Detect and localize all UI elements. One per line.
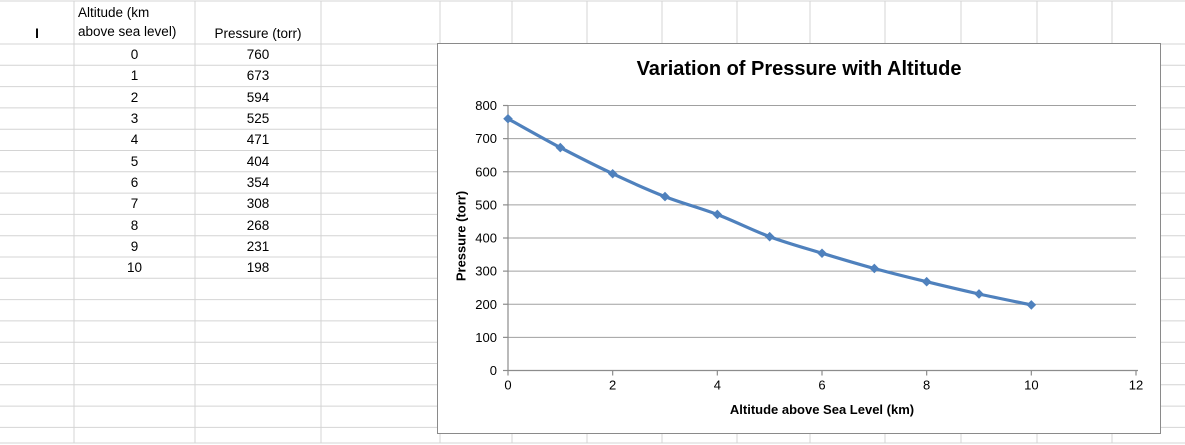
data-point-marker[interactable] xyxy=(921,276,932,287)
data-point-marker[interactable] xyxy=(660,191,670,202)
pressure-series-line[interactable] xyxy=(506,117,1033,307)
table-cell[interactable]: 673 xyxy=(246,68,270,84)
y-axis-title: Pressure (torr) xyxy=(453,190,469,282)
table-cell[interactable]: 471 xyxy=(246,132,270,148)
table-cell[interactable]: 760 xyxy=(246,47,270,63)
svg-text:800: 800 xyxy=(475,98,497,113)
table-cell[interactable]: 8 xyxy=(130,217,139,233)
table-cell[interactable]: 404 xyxy=(246,153,270,169)
table-cell[interactable]: 5 xyxy=(130,153,139,169)
svg-text:400: 400 xyxy=(475,231,497,246)
table-cell[interactable]: 7 xyxy=(130,196,139,212)
chart-canvas: 0 100 200 300 400 500 600 700 800 0 2 4 6 8 10 12 xyxy=(475,98,1143,393)
data-point-marker[interactable] xyxy=(712,209,723,220)
table-cell[interactable]: 231 xyxy=(246,238,270,254)
data-point-marker[interactable] xyxy=(1026,300,1037,310)
svg-text:500: 500 xyxy=(475,197,497,212)
chart[interactable]: Variation of Pressure with Altitude Pres… xyxy=(437,43,1161,434)
table-header-altitude[interactable]: Altitude (km above sea level) xyxy=(78,5,177,39)
table-header-pressure[interactable]: Pressure (torr) xyxy=(214,25,302,41)
svg-text:0: 0 xyxy=(504,378,511,393)
table-cell[interactable]: 2 xyxy=(130,89,139,105)
table-cell[interactable]: 3 xyxy=(130,111,139,127)
data-point-marker[interactable] xyxy=(555,142,566,153)
table-cell[interactable]: 4 xyxy=(130,132,139,148)
table-cell[interactable]: 6 xyxy=(130,174,139,190)
svg-text:4: 4 xyxy=(714,378,721,393)
svg-text:600: 600 xyxy=(475,164,497,179)
table-cell[interactable]: 10 xyxy=(126,260,143,276)
chart-title: Variation of Pressure with Altitude xyxy=(636,58,962,80)
svg-text:6: 6 xyxy=(818,378,825,393)
table-cell[interactable]: 594 xyxy=(246,89,270,105)
svg-text:200: 200 xyxy=(475,297,497,312)
svg-text:2: 2 xyxy=(609,378,616,393)
table-cell[interactable]: 354 xyxy=(246,174,270,190)
svg-text:8: 8 xyxy=(923,378,930,393)
table-cell[interactable]: 525 xyxy=(246,111,270,127)
svg-text:700: 700 xyxy=(475,131,497,146)
data-point-marker[interactable] xyxy=(869,263,880,274)
data-point-marker[interactable] xyxy=(764,231,775,242)
data-point-marker[interactable] xyxy=(974,289,984,299)
data-point-marker[interactable] xyxy=(817,248,827,259)
table-cell[interactable]: 1 xyxy=(130,68,139,84)
table-cell[interactable]: 9 xyxy=(130,238,139,254)
table-cell[interactable]: 308 xyxy=(246,196,270,212)
x-axis-title: Altitude above Sea Level (km) xyxy=(729,402,915,417)
data-point-marker[interactable] xyxy=(503,113,513,124)
table-cell[interactable]: 0 xyxy=(130,47,139,63)
data-point-marker[interactable] xyxy=(607,168,618,179)
cell-label-i[interactable]: I xyxy=(35,25,39,41)
svg-text:100: 100 xyxy=(475,330,497,345)
svg-text:10: 10 xyxy=(1024,378,1038,393)
svg-text:300: 300 xyxy=(475,264,497,279)
svg-text:0: 0 xyxy=(490,363,497,378)
svg-text:12: 12 xyxy=(1129,378,1143,393)
table-cell[interactable]: 268 xyxy=(246,217,270,233)
table-cell[interactable]: 198 xyxy=(246,260,270,276)
